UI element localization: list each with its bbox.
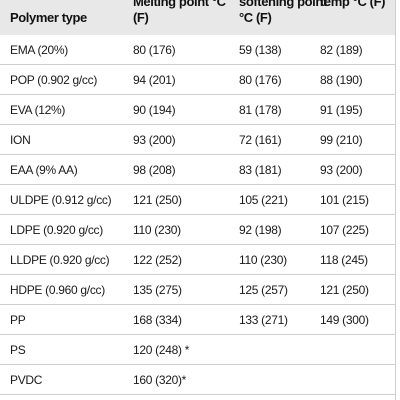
header-cell: temp °C (F)	[320, 0, 386, 9]
table-row: PS 120 (248) *	[0, 335, 395, 365]
table-row: EVA (12%) 90 (194) 81 (178) 91 (195)	[0, 95, 395, 125]
cell: 110 (230)	[239, 253, 287, 267]
cell: 72 (161)	[239, 133, 282, 147]
cell: 105 (221)	[239, 193, 288, 207]
cell: PVDC	[10, 373, 43, 387]
cell: 121 (250)	[320, 283, 369, 297]
cell: 94 (201)	[133, 73, 176, 87]
cell: 118 (245)	[320, 253, 368, 267]
cell: 82 (189)	[320, 43, 363, 57]
cell: EVA (12%)	[10, 103, 66, 117]
cell: LLDPE (0.920 g/cc)	[10, 253, 110, 267]
cell: 160 (320)*	[133, 373, 187, 387]
cell: 122 (252)	[133, 253, 182, 267]
header-cell: softening point °C (F)	[239, 0, 327, 25]
table-row: ION 93 (200) 72 (161) 99 (210)	[0, 125, 395, 155]
cell: 80 (176)	[239, 73, 282, 87]
cell: 93 (200)	[320, 163, 363, 177]
table-header: Polymer type Melting point °C (F) softenin…	[0, 0, 395, 35]
table-row: LLDPE (0.920 g/cc) 122 (252) 110 (230) 118 …	[0, 245, 395, 275]
cell: ULDPE (0.912 g/cc)	[10, 193, 112, 207]
cell: ION	[10, 133, 31, 147]
table-row: HDPE (0.960 g/cc) 135 (275) 125 (257) 121 (…	[0, 275, 395, 305]
cell: LDPE (0.920 g/cc)	[10, 223, 103, 237]
header-cell: Melting point °C (F)	[133, 0, 226, 25]
cell: HDPE (0.960 g/cc)	[10, 283, 105, 297]
cell: 121 (250)	[133, 193, 182, 207]
table-row: EMA (20%) 80 (176) 59 (138) 82 (189)	[0, 35, 395, 65]
cell: 125 (257)	[239, 283, 288, 297]
cell: 83 (181)	[239, 163, 282, 177]
cell: 99 (210)	[320, 133, 363, 147]
cell: 98 (208)	[133, 163, 176, 177]
cell: PP	[10, 313, 26, 327]
table-row: POP (0.902 g/cc) 94 (201) 80 (176) 88 (190)	[0, 65, 395, 95]
cell: 107 (225)	[320, 223, 369, 237]
cell: 133 (271)	[239, 313, 288, 327]
cell: 91 (195)	[320, 103, 363, 117]
cell: 90 (194)	[133, 103, 176, 117]
cell: 88 (190)	[320, 73, 363, 87]
table-row: LDPE (0.920 g/cc) 110 (230) 92 (198) 107 (2…	[0, 215, 395, 245]
cell: 92 (198)	[239, 223, 282, 237]
table-row: ULDPE (0.912 g/cc) 121 (250) 105 (221) 101 …	[0, 185, 395, 215]
cell: 80 (176)	[133, 43, 176, 57]
cell: 135 (275)	[133, 283, 182, 297]
cell: POP (0.902 g/cc)	[10, 73, 98, 87]
table-row: PVDC 160 (320)*	[0, 365, 395, 395]
cell: 81 (178)	[239, 103, 282, 117]
cell: PS	[10, 343, 26, 357]
table-row: EAA (9% AA) 98 (208) 83 (181) 93 (200)	[0, 155, 395, 185]
cell: EMA (20%)	[10, 43, 68, 57]
cell: 120 (248) *	[133, 343, 190, 357]
cell: 149 (300)	[320, 313, 369, 327]
header-cell: Polymer type	[10, 10, 87, 25]
cell: 101 (215)	[320, 193, 369, 207]
cell: 110 (230)	[133, 223, 181, 237]
cell: 93 (200)	[133, 133, 176, 147]
cell: 168 (334)	[133, 313, 182, 327]
border	[395, 0, 396, 400]
cell: 59 (138)	[239, 43, 282, 57]
cell: EAA (9% AA)	[10, 163, 78, 177]
table-row: PP 168 (334) 133 (271) 149 (300)	[0, 305, 395, 335]
